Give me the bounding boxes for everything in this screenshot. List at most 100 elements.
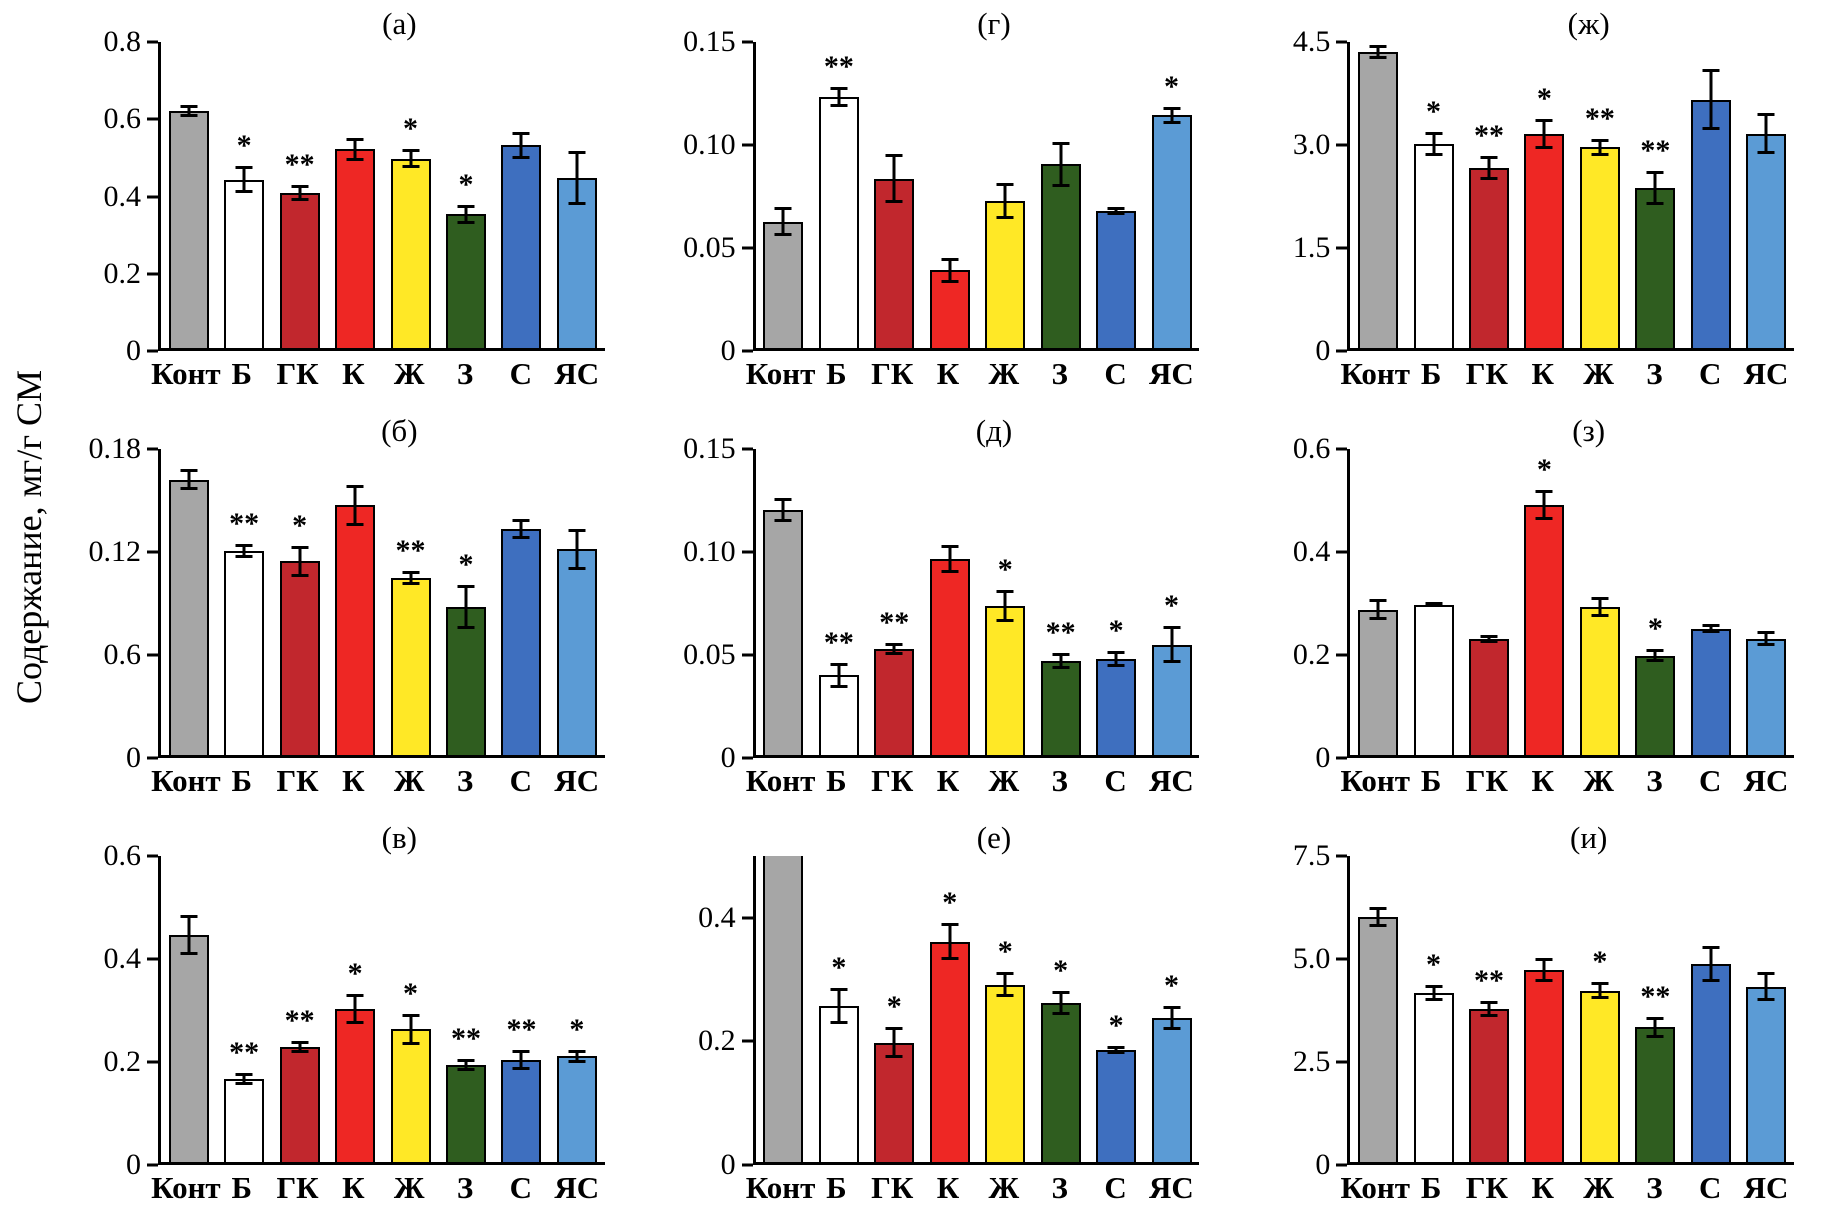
significance-marker: * xyxy=(1164,968,1180,1002)
y-tick-label: 0.10 xyxy=(683,128,736,161)
y-tick-label: 0.15 xyxy=(683,432,736,465)
x-tick-label: ГК xyxy=(871,356,914,391)
x-tick-label: С xyxy=(509,356,533,391)
error-bar xyxy=(948,258,952,283)
x-label-cell: Конт xyxy=(151,1165,221,1213)
plot-row: 0.8 0.6 0.4 0.2 0 * ** * * xyxy=(58,27,641,366)
x-tick-label: С xyxy=(1104,763,1127,798)
bar-group-К xyxy=(1517,856,1572,1162)
bar-group-Ж: ** xyxy=(383,449,438,755)
y-tick-mark xyxy=(147,40,158,44)
x-tick-label: К xyxy=(342,763,365,798)
x-label-cell: Ж xyxy=(381,351,437,399)
plot-area: * * * * * * * xyxy=(752,856,1200,1165)
bar xyxy=(279,561,320,755)
bar-group-Конт xyxy=(756,449,811,755)
bar-group-С xyxy=(1683,856,1738,1162)
error-bar xyxy=(242,166,246,194)
x-tick-label: ГК xyxy=(871,763,914,798)
x-label-cell: Б xyxy=(808,758,864,806)
x-label-cell: Б xyxy=(1403,351,1459,399)
error-bar-cap-bottom xyxy=(235,554,253,558)
error-bar-cap-top xyxy=(346,137,364,141)
x-label-cell: Б xyxy=(1403,1165,1459,1213)
x-tick-label: Б xyxy=(826,763,847,798)
significance-marker: * xyxy=(1426,947,1441,981)
error-bar-cap-top xyxy=(568,528,586,532)
bar xyxy=(818,97,859,348)
bar xyxy=(1635,1027,1676,1162)
x-label-cell: ЯС xyxy=(1738,351,1794,399)
error-bar-cap-bottom xyxy=(457,626,475,630)
x-tick-label: Б xyxy=(826,356,847,391)
y-tick-mark xyxy=(1336,1163,1348,1167)
bar-group-С xyxy=(494,42,549,348)
bar xyxy=(1690,964,1731,1162)
error-bar xyxy=(242,544,246,558)
bar xyxy=(1151,644,1192,755)
y-tick-mark xyxy=(147,550,158,554)
y-tick-mark xyxy=(1336,40,1348,44)
error-bar-cap-bottom xyxy=(1535,979,1553,983)
y-tick-mark xyxy=(147,756,158,760)
error-bar xyxy=(892,1027,896,1058)
x-label-cell: ЯС xyxy=(549,351,605,399)
x-tick-label: ГК xyxy=(871,1170,914,1205)
error-bar xyxy=(948,923,952,961)
plot-row: 0.18 0.12 0.6 0 ** * ** * xyxy=(58,434,641,773)
y-tick-label: 0.2 xyxy=(1292,638,1331,671)
bar-group-ЯС: * xyxy=(1144,856,1199,1162)
error-bar-cap-top xyxy=(774,497,792,501)
x-tick-label: С xyxy=(1699,1170,1722,1205)
x-tick-label: С xyxy=(1104,356,1127,391)
error-bar xyxy=(575,151,579,205)
error-bar-cap-bottom xyxy=(235,1082,253,1085)
error-bar-cap-top xyxy=(346,993,364,997)
error-bar-cap-top xyxy=(1480,1000,1498,1004)
error-bar-cap-bottom xyxy=(402,582,420,585)
bar xyxy=(1468,167,1509,348)
x-tick-label: Конт xyxy=(1340,763,1410,798)
bar xyxy=(168,479,209,755)
plot-area: ** ** * * ** ** * xyxy=(158,856,605,1165)
error-bar-cap-bottom xyxy=(346,157,364,161)
y-tick-mark xyxy=(147,957,158,961)
y-tick-label: 2.5 xyxy=(1292,1045,1331,1078)
error-bar-cap-bottom xyxy=(1107,1050,1125,1054)
error-bar-cap-top xyxy=(1163,107,1181,111)
x-label-cell: ГК xyxy=(270,351,326,399)
error-bar-cap-top xyxy=(1107,207,1125,211)
bar-group-ЯС xyxy=(1739,856,1794,1162)
y-tick-label: 7.5 xyxy=(1292,839,1331,872)
y-tick-label: 1.5 xyxy=(1292,231,1331,264)
bar xyxy=(1524,505,1565,755)
error-bar xyxy=(464,1059,468,1072)
y-tick-mark xyxy=(741,653,753,657)
error-bar-cap-bottom xyxy=(291,1050,309,1054)
x-label-cell: С xyxy=(493,758,549,806)
y-tick-mark xyxy=(1336,957,1348,961)
y-tick-mark xyxy=(147,1163,158,1167)
y-axis-label-gutter: Содержание, мг/г СМ xyxy=(0,0,58,1221)
bar-group-ЯС xyxy=(549,449,604,755)
bar-group-С xyxy=(1088,42,1143,348)
error-bar-cap-bottom xyxy=(402,1041,420,1045)
error-bar-cap-top xyxy=(1107,1046,1125,1050)
x-tick-label: ЯС xyxy=(1148,1170,1194,1205)
subplot-e: (е) 0.4 0.2 0 * * * * * * * Конт Б ГК К Ж З С ЯС xyxy=(653,814,1248,1221)
x-tick-label: Конт xyxy=(745,1170,816,1205)
error-bar xyxy=(298,545,302,577)
x-label-cell: Ж xyxy=(1571,1165,1627,1213)
error-bar-cap-top xyxy=(1535,118,1553,122)
error-bar-cap-bottom xyxy=(1163,120,1181,124)
bar xyxy=(390,578,431,755)
significance-marker: * xyxy=(1426,94,1441,128)
bar xyxy=(445,1065,486,1162)
error-bar-cap-bottom xyxy=(830,1021,848,1025)
bar-group-ГК: * xyxy=(867,856,922,1162)
x-label-cell: К xyxy=(920,351,976,399)
x-tick-label: З xyxy=(456,763,474,798)
bar xyxy=(1579,607,1620,755)
bar-group-С: * xyxy=(1088,856,1143,1162)
error-bar-cap-bottom xyxy=(1107,212,1125,216)
